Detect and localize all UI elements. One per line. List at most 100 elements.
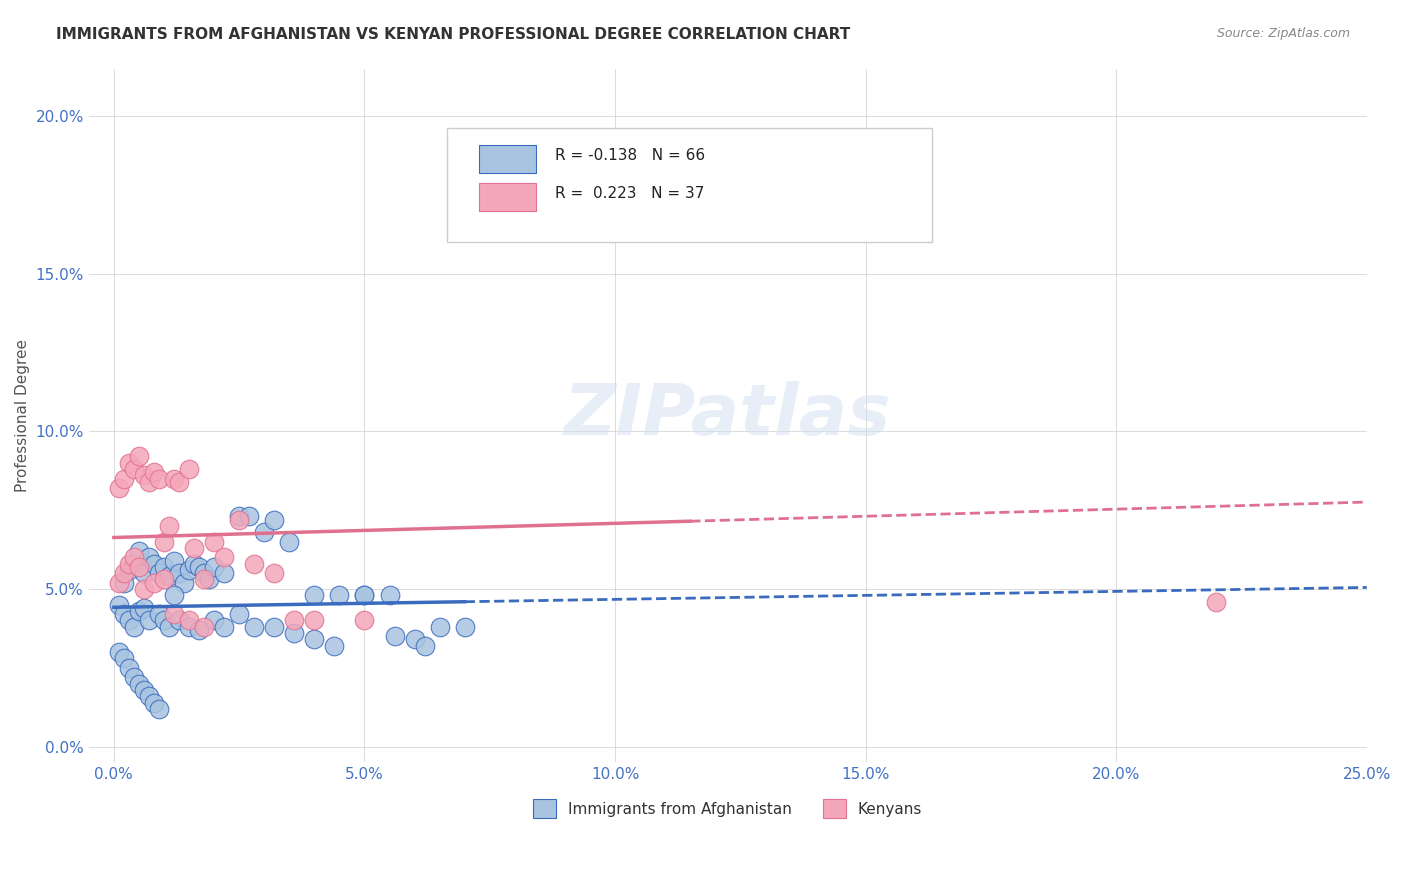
Point xyxy=(112,566,135,581)
Text: R = -0.138   N = 66: R = -0.138 N = 66 xyxy=(555,148,706,162)
Point xyxy=(118,563,141,577)
Point xyxy=(413,639,436,653)
Point xyxy=(122,620,145,634)
Point xyxy=(212,550,235,565)
Point xyxy=(177,614,200,628)
Point xyxy=(378,588,401,602)
Point xyxy=(122,462,145,476)
Point xyxy=(153,614,176,628)
Text: ZIPatlas: ZIPatlas xyxy=(564,381,891,450)
Point xyxy=(132,468,155,483)
Text: IMMIGRANTS FROM AFGHANISTAN VS KENYAN PROFESSIONAL DEGREE CORRELATION CHART: IMMIGRANTS FROM AFGHANISTAN VS KENYAN PR… xyxy=(56,27,851,42)
Point xyxy=(108,575,131,590)
Point xyxy=(142,575,165,590)
Point xyxy=(183,557,205,571)
Point xyxy=(167,475,190,489)
Point xyxy=(118,661,141,675)
Point xyxy=(118,557,141,571)
Point xyxy=(138,550,160,565)
Point xyxy=(112,607,135,622)
Point xyxy=(128,544,150,558)
Point xyxy=(228,607,250,622)
Point xyxy=(304,588,326,602)
Point xyxy=(202,560,225,574)
Point xyxy=(228,509,250,524)
Point xyxy=(153,573,176,587)
Point xyxy=(108,645,131,659)
Point xyxy=(323,639,346,653)
Point xyxy=(212,566,235,581)
Point xyxy=(283,614,305,628)
Point xyxy=(429,620,451,634)
Point xyxy=(1205,594,1227,608)
Point xyxy=(128,450,150,464)
Point xyxy=(163,472,186,486)
Point xyxy=(132,682,155,697)
Point xyxy=(304,614,326,628)
Point xyxy=(153,534,176,549)
Point xyxy=(353,588,375,602)
Point xyxy=(148,702,170,716)
Point xyxy=(157,569,180,583)
Point xyxy=(148,566,170,581)
Point xyxy=(122,557,145,571)
Point xyxy=(132,600,155,615)
Point xyxy=(173,575,195,590)
Point xyxy=(177,462,200,476)
Point xyxy=(283,626,305,640)
Point xyxy=(198,573,221,587)
Point xyxy=(253,525,276,540)
Point xyxy=(212,620,235,634)
Point xyxy=(167,566,190,581)
Point xyxy=(384,629,406,643)
Point xyxy=(188,623,211,637)
Point xyxy=(163,588,186,602)
Point xyxy=(108,598,131,612)
Point xyxy=(193,566,215,581)
Point xyxy=(118,614,141,628)
Point xyxy=(132,566,155,581)
Point xyxy=(122,670,145,684)
Point xyxy=(202,614,225,628)
Point xyxy=(157,519,180,533)
Point xyxy=(112,575,135,590)
Point xyxy=(163,553,186,567)
Point xyxy=(138,689,160,703)
Point xyxy=(118,456,141,470)
Point xyxy=(128,560,150,574)
Legend: Immigrants from Afghanistan, Kenyans: Immigrants from Afghanistan, Kenyans xyxy=(527,793,928,824)
Point xyxy=(148,607,170,622)
Y-axis label: Professional Degree: Professional Degree xyxy=(15,339,30,492)
Point xyxy=(138,614,160,628)
Point xyxy=(193,573,215,587)
FancyBboxPatch shape xyxy=(447,128,932,242)
Point xyxy=(167,614,190,628)
Point xyxy=(163,607,186,622)
Point xyxy=(183,541,205,555)
Point xyxy=(328,588,350,602)
Text: Source: ZipAtlas.com: Source: ZipAtlas.com xyxy=(1216,27,1350,40)
FancyBboxPatch shape xyxy=(478,145,536,173)
Point xyxy=(132,582,155,596)
Point xyxy=(353,588,375,602)
Point xyxy=(188,560,211,574)
FancyBboxPatch shape xyxy=(478,183,536,211)
Point xyxy=(679,203,702,218)
Text: R =  0.223   N = 37: R = 0.223 N = 37 xyxy=(555,186,704,201)
Point xyxy=(128,604,150,618)
Point xyxy=(138,475,160,489)
Point xyxy=(193,620,215,634)
Point xyxy=(228,512,250,526)
Point xyxy=(238,509,260,524)
Point xyxy=(453,620,475,634)
Point xyxy=(112,472,135,486)
Point xyxy=(177,563,200,577)
Point xyxy=(157,620,180,634)
Point xyxy=(353,614,375,628)
Point xyxy=(177,620,200,634)
Point xyxy=(404,632,426,647)
Point xyxy=(278,534,301,549)
Point xyxy=(243,620,266,634)
Point xyxy=(202,534,225,549)
Point xyxy=(122,550,145,565)
